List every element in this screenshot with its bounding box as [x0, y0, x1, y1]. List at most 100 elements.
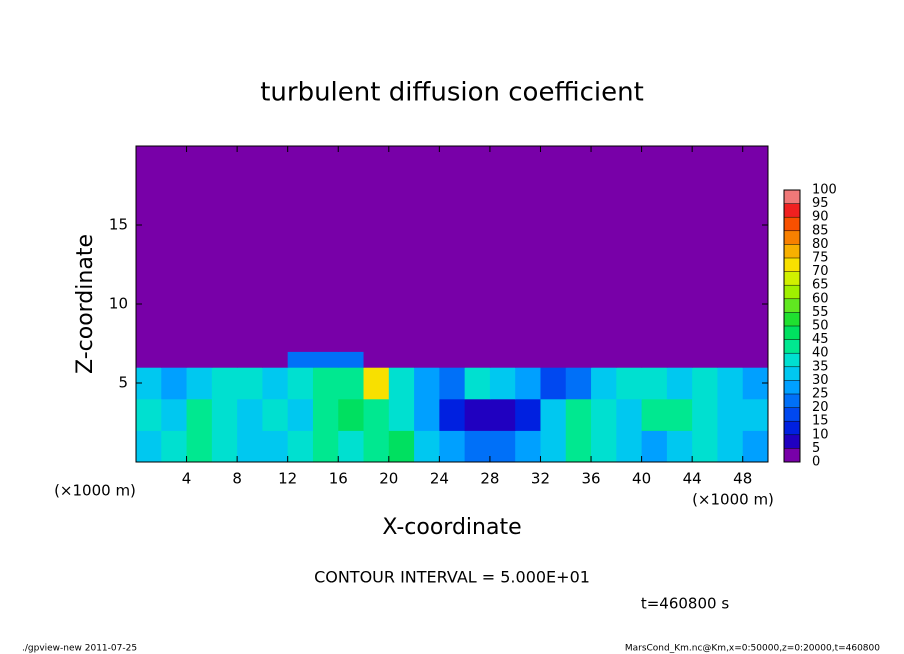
field-cell — [287, 367, 314, 400]
field-cell — [287, 430, 314, 463]
field-cell — [540, 351, 567, 368]
field-cell — [237, 351, 263, 368]
field-cell — [515, 430, 541, 463]
field-cell — [211, 398, 238, 431]
field-cell — [742, 146, 769, 352]
field-cell — [464, 351, 491, 368]
field-cell — [717, 367, 744, 400]
colorbar-band — [784, 407, 800, 422]
field-cell — [414, 146, 440, 352]
y-tick-label: 10 — [109, 295, 128, 313]
y-axis-label: Z-coordinate — [73, 234, 98, 374]
colorbar-label: 30 — [812, 373, 829, 388]
colorbar-label: 5 — [812, 441, 820, 456]
x-axis-label: X-coordinate — [382, 515, 521, 540]
colorbar-band — [784, 244, 800, 258]
field-cell — [388, 351, 415, 368]
field-cell — [540, 367, 567, 400]
x-tick-label: 12 — [278, 470, 297, 488]
field-cell — [641, 430, 668, 463]
field-cell — [717, 146, 744, 352]
field-cell — [161, 367, 188, 400]
field-cell — [388, 398, 415, 431]
colorbar-band — [784, 190, 800, 204]
field-cell — [515, 351, 541, 368]
field-cell — [312, 351, 339, 368]
colorbar-band — [784, 326, 800, 340]
field-cell — [136, 398, 162, 431]
colorbar-label: 70 — [812, 264, 829, 279]
field-cell — [439, 398, 466, 431]
field-cell — [363, 367, 390, 400]
x-tick-label: 48 — [733, 470, 752, 488]
field-cell — [616, 398, 643, 431]
field-cell — [565, 367, 592, 400]
field-cell — [414, 430, 440, 463]
footer-right: MarsCond_Km.nc@Km,x=0:50000,z=0:20000,t=… — [625, 644, 880, 654]
field-cell — [211, 146, 238, 352]
time-label: t=460800 s — [641, 595, 729, 613]
field-cell — [565, 430, 592, 463]
field-cell — [161, 146, 188, 352]
field-cell — [616, 367, 643, 400]
colorbar-label: 95 — [812, 196, 829, 211]
contour-note: CONTOUR INTERVAL = 5.000E+01 — [314, 568, 590, 587]
field-cell — [287, 351, 314, 368]
field-cell — [565, 351, 592, 368]
colorbar-label: 25 — [812, 387, 829, 402]
field-cell — [515, 398, 541, 431]
colorbar-label: 20 — [812, 400, 829, 415]
field-cell — [616, 430, 643, 463]
field-cell — [363, 146, 390, 352]
colorbar-band — [784, 230, 800, 245]
field-cell — [363, 398, 390, 431]
colorbar-label: 90 — [812, 210, 829, 225]
x-tick-label: 44 — [683, 470, 702, 488]
field-cell — [211, 351, 238, 368]
y-tick-label: 15 — [109, 216, 128, 234]
colorbar-band — [784, 217, 800, 231]
colorbar-label: 40 — [812, 346, 829, 361]
x-tick-label: 36 — [581, 470, 600, 488]
field-cell — [388, 367, 415, 400]
field-cell — [439, 430, 466, 463]
field-cell — [237, 367, 263, 400]
x-tick-label: 24 — [430, 470, 449, 488]
field-cell — [666, 351, 693, 368]
y-unit: (×1000 m) — [54, 482, 136, 500]
field-cell — [692, 398, 718, 431]
field-cell — [363, 351, 390, 368]
field-cell — [540, 146, 567, 352]
field-cell — [338, 351, 365, 368]
field-cell — [186, 146, 213, 352]
colorbar-band — [784, 394, 800, 408]
field-cell — [262, 430, 289, 463]
chart-title: turbulent diffusion coefficient — [260, 78, 644, 108]
field-cell — [338, 398, 365, 431]
field-cell — [186, 351, 213, 368]
colorbar-label: 35 — [812, 359, 829, 374]
colorbar-band — [784, 448, 800, 462]
field-cell — [641, 351, 668, 368]
field-cell — [666, 146, 693, 352]
field-cell — [591, 146, 617, 352]
field-cell — [439, 351, 466, 368]
colorbar-label: 100 — [812, 183, 837, 198]
field-cell — [287, 146, 314, 352]
field-cell — [363, 430, 390, 463]
field-cell — [136, 146, 162, 352]
field-cell — [489, 351, 516, 368]
field-cell — [262, 146, 289, 352]
field-cell — [464, 398, 491, 431]
colorbar-band — [784, 285, 800, 299]
colorbar-label: 75 — [812, 251, 829, 266]
colorbar-label: 0 — [812, 455, 820, 470]
colorbar-band — [784, 434, 800, 449]
field-cell — [237, 146, 263, 352]
field-cell — [616, 351, 643, 368]
colorbar-label: 15 — [812, 414, 829, 429]
field-cell — [262, 351, 289, 368]
field-cell — [136, 430, 162, 463]
field-cell — [161, 430, 188, 463]
field-cell — [616, 146, 643, 352]
